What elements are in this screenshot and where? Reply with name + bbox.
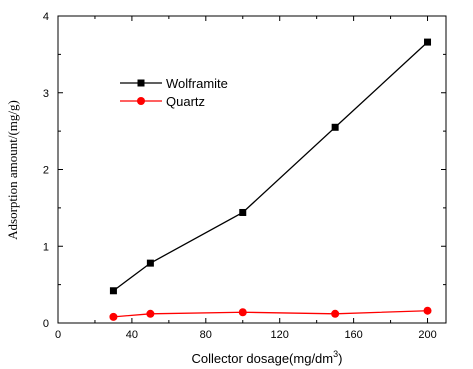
data-point-wolframite xyxy=(424,38,432,46)
series-line-quartz xyxy=(113,310,428,318)
data-point-quartz xyxy=(109,312,118,321)
y-axis: 0 1 2 3 4 xyxy=(43,11,446,330)
legend-item-quartz: Quartz xyxy=(120,94,205,109)
series-quartz xyxy=(109,306,432,321)
y-tick-label: 4 xyxy=(43,11,49,23)
x-axis-title: Collector dosage(mg/dm3) xyxy=(192,349,343,366)
x-axis: 0 40 80 120 160 200 xyxy=(55,16,437,341)
data-point-wolframite xyxy=(331,123,339,131)
series-wolframite xyxy=(109,38,432,295)
legend-item-wolframite: Wolframite xyxy=(120,76,228,91)
data-point-quartz xyxy=(331,309,340,318)
data-point-quartz xyxy=(238,308,247,317)
plot-area xyxy=(57,15,447,324)
series-line-wolframite xyxy=(113,41,428,292)
y-axis-title: Adsorption amount/(mg/g) xyxy=(5,100,20,240)
legend-marker-wolframite xyxy=(137,79,145,87)
y-tick-label: 3 xyxy=(43,88,49,100)
data-point-quartz xyxy=(146,309,155,318)
x-tick-label: 120 xyxy=(271,329,289,341)
plot-border xyxy=(57,15,447,324)
x-tick-label: 160 xyxy=(344,329,362,341)
data-point-quartz xyxy=(423,306,432,315)
x-tick-label: 0 xyxy=(55,329,61,341)
series-layer xyxy=(109,38,432,321)
legend-label-wolframite: Wolframite xyxy=(166,76,228,91)
y-tick-label: 1 xyxy=(43,241,49,253)
y-tick-label: 0 xyxy=(43,318,49,330)
data-point-wolframite xyxy=(239,208,247,216)
legend-marker-quartz xyxy=(137,97,145,105)
y-tick-label: 2 xyxy=(43,165,49,177)
x-tick-label: 200 xyxy=(418,329,436,341)
x-tick-label: 40 xyxy=(126,329,138,341)
legend-label-quartz: Quartz xyxy=(166,94,205,109)
x-tick-label: 80 xyxy=(200,329,212,341)
legend: Wolframite Quartz xyxy=(120,76,228,109)
data-point-wolframite xyxy=(146,259,154,267)
data-point-wolframite xyxy=(109,287,117,295)
